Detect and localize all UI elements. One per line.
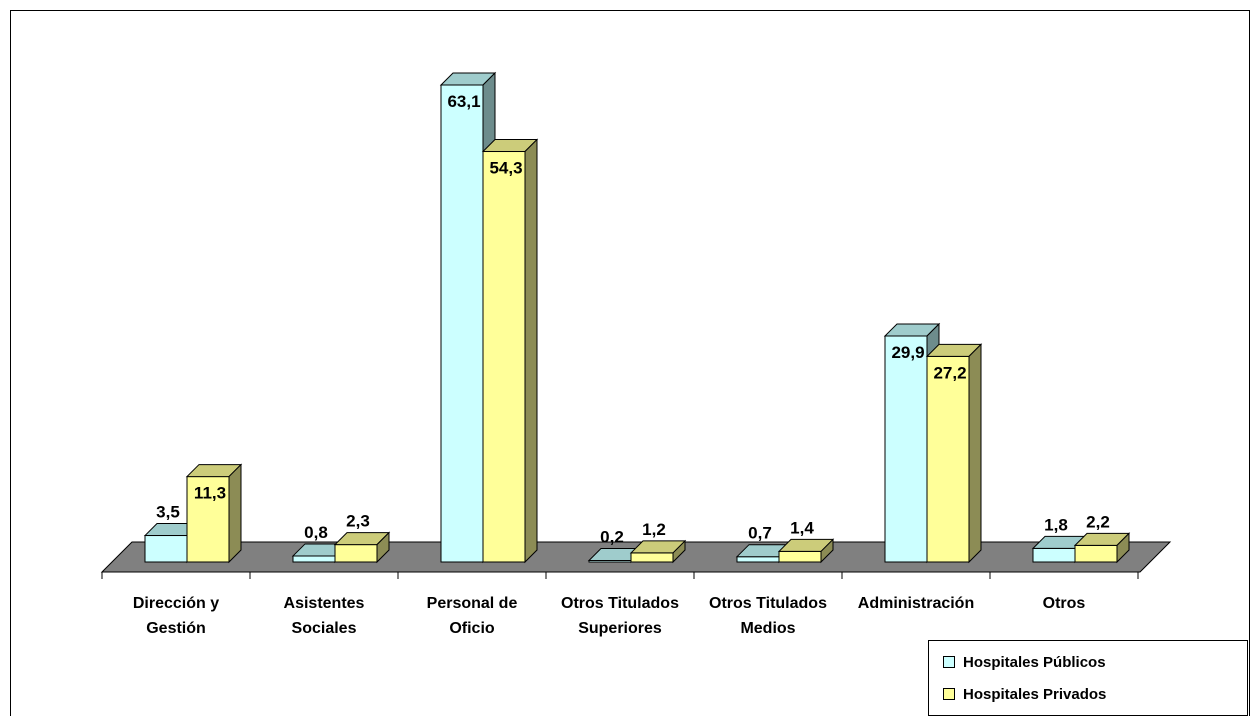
bar-front-s0-c5 — [884, 335, 928, 563]
legend-label-public: Hospitales Públicos — [963, 653, 1106, 671]
data-label-s1-c6: 2,2 — [1086, 512, 1110, 531]
data-label-s1-c0: 11,3 — [194, 484, 226, 503]
x-tick-label-4-1: Medios — [740, 620, 795, 637]
bar-front-s1-c0 — [186, 476, 230, 563]
legend-label-private: Hospitales Privados — [963, 685, 1107, 703]
data-label-s1-c3: 1,2 — [642, 520, 666, 539]
x-tick-label-0-0: Dirección y — [133, 595, 219, 612]
chart-frame — [10, 10, 1250, 716]
bars-layer — [143, 71, 1131, 564]
bar-side-s1-c5 — [968, 343, 982, 564]
bar-front-s1-c2 — [482, 151, 526, 563]
bar-s1-c5 — [925, 343, 983, 564]
bar-front-s1-c5 — [926, 355, 970, 563]
bar-side-s1-c4 — [820, 538, 834, 564]
bar-side-s1-c3 — [672, 539, 686, 564]
data-label-s0-c6: 1,8 — [1044, 515, 1068, 534]
data-label-s1-c1: 2,3 — [346, 512, 370, 531]
x-tick-label-1-0: Asistentes — [284, 595, 365, 612]
x-axis-layer: Dirección y Gestión Asistentes Sociales Pers… — [101, 571, 1140, 637]
bar-s1-c4 — [777, 538, 835, 564]
bar-side-s1-c6 — [1116, 532, 1130, 564]
data-label-s0-c2: 63,1 — [447, 92, 480, 111]
bar-s1-c3 — [629, 539, 687, 564]
x-tick-label-0-1: Gestión — [146, 620, 206, 637]
bar-front-s0-c6 — [1032, 547, 1076, 563]
legend-swatch-private — [943, 688, 955, 700]
x-tick-label-4-0: Otros Titulados — [709, 595, 827, 612]
data-label-s0-c5: 29,9 — [891, 343, 924, 362]
bar-side-s1-c1 — [376, 531, 390, 564]
bar-front-s0-c2 — [440, 84, 484, 563]
data-label-s1-c2: 54,3 — [489, 159, 522, 178]
legend-item-private: Hospitales Privados — [943, 683, 1106, 705]
bar-front-s1-c4 — [778, 550, 822, 563]
bar-side-s1-c0 — [228, 463, 242, 564]
bar-front-s1-c6 — [1074, 544, 1118, 563]
bar-front-s0-c4 — [736, 556, 780, 563]
bar-s1-c0 — [185, 463, 243, 564]
x-tick-label-2-1: Oficio — [449, 620, 495, 637]
x-tick-label-3-1: Superiores — [578, 620, 662, 637]
legend-item-public: Hospitales Públicos — [943, 651, 1106, 673]
data-label-s0-c0: 3,5 — [156, 503, 180, 522]
x-tick-label-2-0: Personal de — [427, 595, 518, 612]
data-label-s0-c4: 0,7 — [748, 524, 772, 543]
bar-s1-c1 — [333, 531, 391, 564]
bar-front-s0-c1 — [292, 555, 336, 563]
x-tick-label-3-0: Otros Titulados — [561, 595, 679, 612]
data-label-s0-c1: 0,8 — [304, 523, 328, 542]
data-label-s0-c3: 0,2 — [600, 527, 624, 546]
bar-s1-c2 — [481, 138, 539, 564]
bar-side-s1-c2 — [524, 138, 538, 564]
x-tick-label-5-0: Administración — [858, 595, 974, 612]
data-label-s1-c4: 1,4 — [790, 518, 814, 537]
bar-front-s0-c0 — [144, 535, 188, 563]
data-label-s1-c5: 27,2 — [933, 363, 966, 382]
bar-front-s1-c3 — [630, 552, 674, 563]
x-tick-label-1-1: Sociales — [292, 620, 357, 637]
bar-front-s1-c1 — [334, 544, 378, 563]
bar-s1-c6 — [1073, 532, 1131, 564]
legend-swatch-public — [943, 656, 955, 668]
legend: Hospitales Públicos Hospitales Privados — [928, 640, 1248, 716]
x-tick-label-6-0: Otros — [1043, 595, 1086, 612]
data-labels-layer: 3,5 11,3 0,8 2,3 63,1 54,3 0,2 1,2 0,7 1,4 29,9 27,… — [156, 92, 1110, 546]
